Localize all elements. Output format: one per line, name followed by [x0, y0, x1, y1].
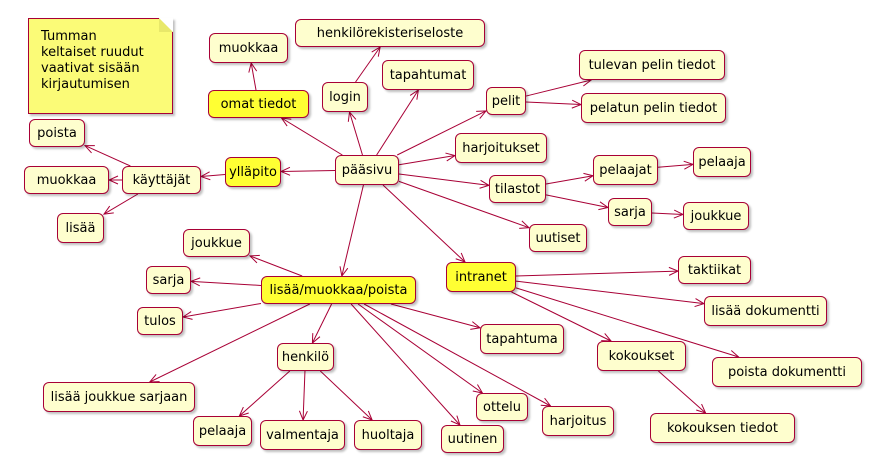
- node-pelaaja-tilasto[interactable]: pelaaja: [693, 147, 751, 177]
- edge-paasivu-to-tilastot: [399, 174, 489, 185]
- node-omat-tiedot[interactable]: omat tiedot: [208, 90, 309, 118]
- node-sarja-tilasto[interactable]: sarja: [608, 198, 652, 226]
- edge-kayttajat-to-lisaa_kayttaja: [104, 194, 138, 214]
- node-ottelu[interactable]: ottelu: [476, 393, 528, 421]
- node-harjoitus[interactable]: harjoitus: [542, 406, 614, 436]
- node-henkilorekisteriseloste[interactable]: henkilörekisteriseloste: [295, 19, 485, 47]
- node-pelatun-pelin-tiedot[interactable]: pelatun pelin tiedot: [581, 93, 726, 123]
- node-tapahtumat[interactable]: tapahtumat: [382, 60, 474, 90]
- node-lisaa-dokumentti[interactable]: lisää dokumentti: [704, 296, 827, 326]
- edge-paasivu-to-omat_tiedot: [282, 118, 343, 155]
- legend-note: Tumman keltaiset ruudut vaativat sisään …: [28, 18, 173, 114]
- edge-pelit-to-pelatun_pelin_tiedot: [526, 102, 581, 105]
- edge-henkilo-to-valmentaja: [303, 371, 305, 420]
- node-lisaa-kayttaja[interactable]: lisää: [57, 213, 104, 243]
- node-pelaaja[interactable]: pelaaja: [193, 416, 252, 446]
- edge-tilastot-to-sarja_tilasto: [546, 195, 608, 208]
- edge-intranet-to-lisaa_dokumentti: [516, 281, 704, 303]
- node-sarja[interactable]: sarja: [146, 266, 191, 294]
- edge-lisaa_muokkaa_poista-to-henkilo: [312, 304, 331, 343]
- edge-paasivu-to-harjoitukset: [399, 156, 455, 165]
- arrowhead-harjoitus: [541, 398, 551, 406]
- edge-paasivu-to-tapahtumat: [377, 90, 419, 155]
- node-uutinen[interactable]: uutinen: [441, 425, 504, 453]
- node-henkilo[interactable]: henkilö: [277, 343, 334, 371]
- node-tulos[interactable]: tulos: [137, 307, 183, 335]
- edge-kayttajat-to-poista_kayttaja: [85, 146, 130, 166]
- note-line: keltaiset ruudut: [41, 45, 144, 61]
- node-paasivu[interactable]: pääsivu: [335, 155, 399, 185]
- node-valmentaja[interactable]: valmentaja: [260, 420, 345, 450]
- arrowhead-lisaa_kayttaja: [104, 206, 114, 214]
- edge-lisaa_muokkaa_poista-to-ottelu: [358, 304, 482, 393]
- edge-sarja_tilasto-to-joukkue_tilasto: [652, 213, 683, 214]
- node-pelit[interactable]: pelit: [486, 87, 526, 115]
- edge-lisaa_muokkaa_poista-to-joukkue: [250, 256, 302, 276]
- edge-henkilo-to-huoltaja: [320, 371, 372, 420]
- node-uutiset[interactable]: uutiset: [529, 224, 587, 252]
- edge-paasivu-to-yllapito: [281, 171, 335, 172]
- note-fold-corner: [159, 18, 173, 32]
- node-kayttajat[interactable]: käyttäjät: [122, 166, 201, 194]
- node-joukkue[interactable]: joukkue: [183, 229, 250, 257]
- node-pelaajat[interactable]: pelaajat: [593, 155, 658, 185]
- node-login[interactable]: login: [322, 82, 368, 112]
- note-line: Tumman: [41, 29, 144, 45]
- node-intranet[interactable]: intranet: [446, 262, 516, 292]
- node-yllapito[interactable]: ylläpito: [225, 157, 281, 187]
- node-taktiikat[interactable]: taktiikat: [678, 256, 751, 284]
- node-lisaa-muokkaa-poista[interactable]: lisää/muokkaa/poista: [261, 276, 416, 304]
- edge-intranet-to-taktiikat: [516, 271, 678, 276]
- edge-lisaa_muokkaa_poista-to-tulos: [183, 303, 261, 317]
- edge-lisaa_muokkaa_poista-to-sarja: [191, 281, 261, 285]
- edge-pelit-to-tulevan_pelin_tiedot: [526, 80, 591, 96]
- node-tapahtuma[interactable]: tapahtuma: [480, 324, 564, 354]
- node-tulevan-pelin-tiedot[interactable]: tulevan pelin tiedot: [579, 50, 725, 80]
- node-joukkue-tilasto[interactable]: joukkue: [683, 202, 749, 230]
- edge-henkilo-to-pelaaja: [239, 371, 289, 416]
- edge-paasivu-to-intranet: [383, 185, 465, 262]
- edge-tilastot-to-pelaajat: [546, 176, 593, 184]
- note-line: vaativat sisään: [41, 61, 144, 77]
- note-line: kirjautumisen: [41, 77, 144, 93]
- node-muokkaa-kayttaja[interactable]: muokkaa: [24, 166, 109, 194]
- node-tilastot[interactable]: tilastot: [489, 175, 546, 203]
- edge-login-to-henkilorekisteriseloste: [356, 47, 381, 82]
- edge-paasivu-to-lisaa_muokkaa_poista: [342, 185, 364, 276]
- edge-lisaa_muokkaa_poista-to-uutinen: [351, 304, 460, 425]
- node-muokkaa-omat-tiedot[interactable]: muokkaa: [209, 33, 288, 63]
- node-harjoitukset[interactable]: harjoitukset: [455, 133, 547, 163]
- edge-lisaa_muokkaa_poista-to-harjoitus: [364, 304, 550, 406]
- node-lisaa-joukkue-sarjaan[interactable]: lisää joukkue sarjaan: [43, 382, 195, 412]
- node-kokoukset[interactable]: kokoukset: [597, 341, 686, 371]
- node-poista-dokumentti[interactable]: poista dokumentti: [712, 357, 862, 387]
- edge-paasivu-to-login: [350, 112, 363, 155]
- edge-lisaa_muokkaa_poista-to-tapahtuma: [391, 304, 480, 328]
- edge-kokoukset-to-kokouksen_tiedot: [658, 371, 705, 413]
- node-kokouksen-tiedot[interactable]: kokouksen tiedot: [650, 413, 795, 443]
- note-text: Tumman keltaiset ruudut vaativat sisään …: [41, 29, 144, 93]
- node-poista-kayttaja[interactable]: poista: [29, 119, 85, 147]
- node-huoltaja[interactable]: huoltaja: [354, 420, 422, 450]
